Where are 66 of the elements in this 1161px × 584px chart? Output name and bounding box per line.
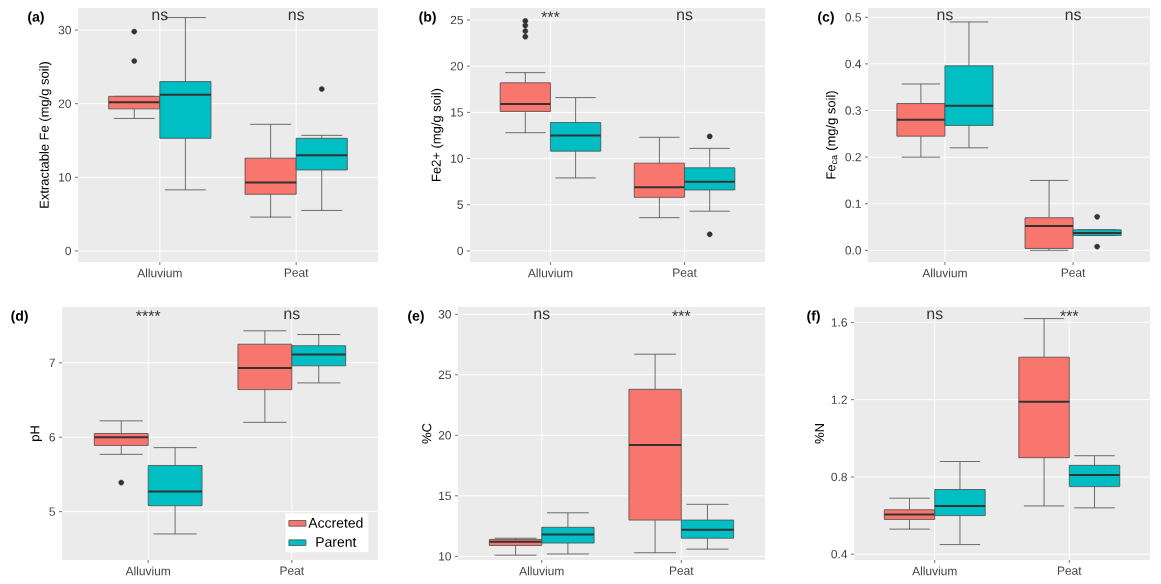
y-tick-label: 20 xyxy=(58,99,72,108)
y-tick-label: 0.4 xyxy=(845,59,862,69)
y-tick-label: 0 xyxy=(457,246,464,256)
annotation: *** xyxy=(541,11,560,18)
x-tick-label: Peat xyxy=(280,566,305,575)
x-tick-label: Peat xyxy=(673,268,697,277)
x-tick-label: Peat xyxy=(1057,566,1082,575)
annotation: ns xyxy=(927,310,943,320)
y-tick-label: 0 xyxy=(65,246,72,256)
y-tick-label: 0.8 xyxy=(831,472,847,482)
chart-title: (b) xyxy=(419,11,436,25)
y-tick-label: 0.3 xyxy=(845,106,861,115)
y-tick-label: 5 xyxy=(457,200,463,209)
legend-label: Accreted xyxy=(308,517,363,528)
y-tick-label: 20 xyxy=(438,431,452,440)
x-tick-label: Peat xyxy=(1061,268,1086,277)
annotation: ns xyxy=(288,11,305,21)
annotation: ns xyxy=(534,310,550,320)
y-tick-label: 30 xyxy=(438,310,452,319)
annotation: **** xyxy=(136,310,161,317)
chart-title: (c) xyxy=(818,11,834,25)
annotation: ns xyxy=(937,11,953,21)
y-tick-label: 0.1 xyxy=(845,199,861,208)
x-tick-label: Alluvium xyxy=(922,268,967,278)
chart-title: (f) xyxy=(807,310,820,324)
y-tick-label: 0.5 xyxy=(845,13,861,22)
x-tick-label: Alluvium xyxy=(137,268,182,278)
y-tick-label: 10 xyxy=(439,552,452,561)
annotation: *** xyxy=(672,310,691,317)
y-tick-label: 30 xyxy=(58,25,72,35)
x-tick-label: Alluvium xyxy=(519,566,564,576)
y-tick-label: 15 xyxy=(451,108,463,117)
annotation: ns xyxy=(284,310,300,320)
annotation: ns xyxy=(152,11,168,21)
y-axis-title: pH xyxy=(30,426,42,441)
y-tick-label: 10 xyxy=(451,154,464,163)
y-tick-label: 25 xyxy=(438,370,451,380)
x-tick-label: Alluvium xyxy=(912,566,957,576)
y-tick-label: 15 xyxy=(439,491,451,500)
x-tick-label: Alluvium xyxy=(527,268,573,278)
x-tick-label: Peat xyxy=(284,268,309,277)
annotation: ns xyxy=(1065,11,1081,21)
y-axis-title: Extractable Fe (mg/g soil) xyxy=(39,62,52,208)
y-tick-label: 0.2 xyxy=(845,152,861,162)
y-tick-label: 5 xyxy=(49,507,55,516)
y-tick-label: 0.4 xyxy=(831,549,848,559)
y-tick-label: 10 xyxy=(59,173,72,182)
annotation: ns xyxy=(677,11,693,21)
y-axis-title: %C xyxy=(422,423,432,444)
y-tick-label: 1.6 xyxy=(831,318,847,327)
y-tick-label: 0.0 xyxy=(845,246,862,255)
chart-title: (d) xyxy=(11,310,28,324)
x-tick-label: Alluvium xyxy=(125,566,170,576)
y-tick-label: 6 xyxy=(49,432,55,442)
y-axis-title: Fe2+ (mg/g soil) xyxy=(431,88,444,181)
y-axis-title: Fe$_{ca}$ (mg/g soil) xyxy=(825,91,839,179)
legend-label: Parent xyxy=(316,537,357,547)
y-tick-label: 7 xyxy=(49,358,55,367)
y-axis-title: %N xyxy=(814,424,825,444)
chart-title: (e) xyxy=(408,310,424,324)
y-tick-label: 25 xyxy=(450,15,463,25)
x-tick-label: Peat xyxy=(669,566,694,575)
annotation: *** xyxy=(1060,310,1079,317)
y-tick-label: 20 xyxy=(450,61,464,71)
y-tick-label: 1.2 xyxy=(831,395,847,404)
chart-title: (a) xyxy=(28,11,44,25)
